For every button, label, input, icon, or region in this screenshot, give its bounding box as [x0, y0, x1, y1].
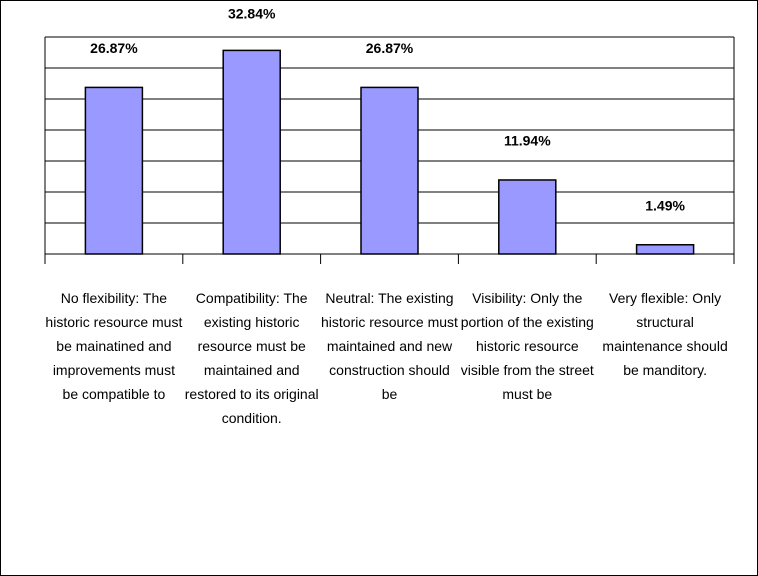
- bar: [635, 244, 695, 255]
- bar: [498, 179, 557, 255]
- x-tick-label: No flexibility: The historic resource mu…: [45, 290, 183, 402]
- bar: [360, 86, 419, 255]
- x-tick-label: Very flexible: Only structural maintenan…: [602, 290, 728, 378]
- bar: [222, 49, 281, 255]
- x-tick-label: Visibility: Only the portion of the exis…: [460, 290, 594, 402]
- data-label: 11.94%: [504, 133, 551, 149]
- x-tick-label: Neutral: The existing historic resource …: [321, 290, 458, 402]
- bar: [84, 86, 144, 255]
- x-tick-label: Compatibility: The existing historic res…: [184, 290, 319, 426]
- data-label: 32.84%: [228, 6, 276, 22]
- data-label: 26.87%: [366, 40, 414, 56]
- data-label: 26.87%: [90, 40, 138, 56]
- data-label: 1.49%: [645, 197, 685, 213]
